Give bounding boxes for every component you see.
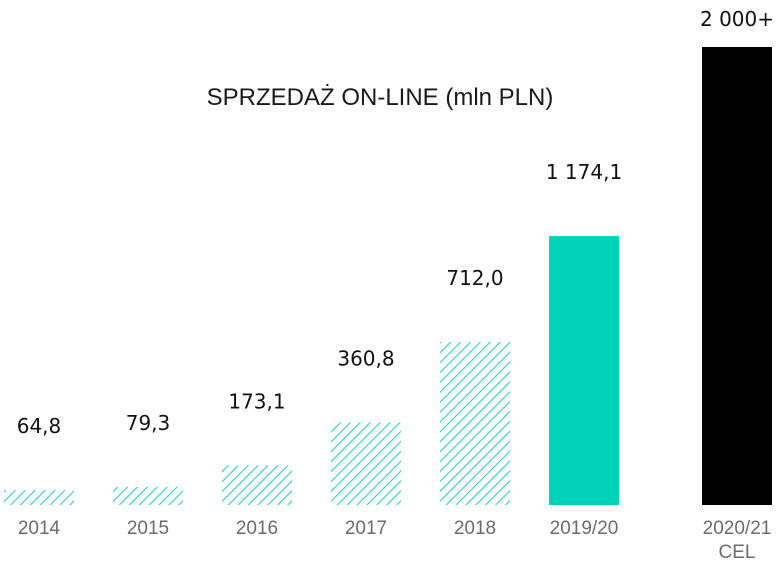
category-label-2016: 2016 (236, 518, 278, 539)
value-labels-group: 64,8 79,3 173,1 360,8 712,0 1 174,1 2 000+ (17, 7, 774, 438)
value-label-2015: 79,3 (126, 411, 171, 435)
category-label-2020-21: 2020/21 (703, 518, 772, 539)
category-label-2014: 2014 (18, 518, 61, 539)
bar-2018 (440, 341, 510, 505)
category-labels-group: 2014 2015 2016 2017 2018 2019/20 2020/21 CEL (18, 518, 771, 563)
bar-2015 (113, 486, 183, 505)
category-label-2019-20: 2019/20 (550, 518, 619, 539)
category-sublabel-2020-21: CEL (719, 542, 756, 563)
bar-2019-20 (549, 236, 619, 505)
category-label-2015: 2015 (127, 518, 169, 539)
value-label-2016: 173,1 (228, 389, 285, 413)
value-label-2020-21: 2 000+ (700, 7, 774, 31)
chart-title: SPRZEDAŻ ON-LINE (mln PLN) (207, 84, 554, 111)
category-label-2018: 2018 (454, 518, 496, 539)
category-label-2017: 2017 (345, 518, 387, 539)
value-label-2018: 712,0 (446, 266, 503, 290)
bars-group (4, 47, 772, 505)
bar-2017 (331, 422, 401, 505)
value-label-2014: 64,8 (17, 414, 62, 438)
value-label-2017: 360,8 (337, 346, 394, 370)
bar-2016 (222, 465, 292, 505)
bar-2020-21 (702, 47, 772, 505)
value-label-2019-20: 1 174,1 (546, 160, 622, 184)
bar-2014 (4, 490, 74, 505)
